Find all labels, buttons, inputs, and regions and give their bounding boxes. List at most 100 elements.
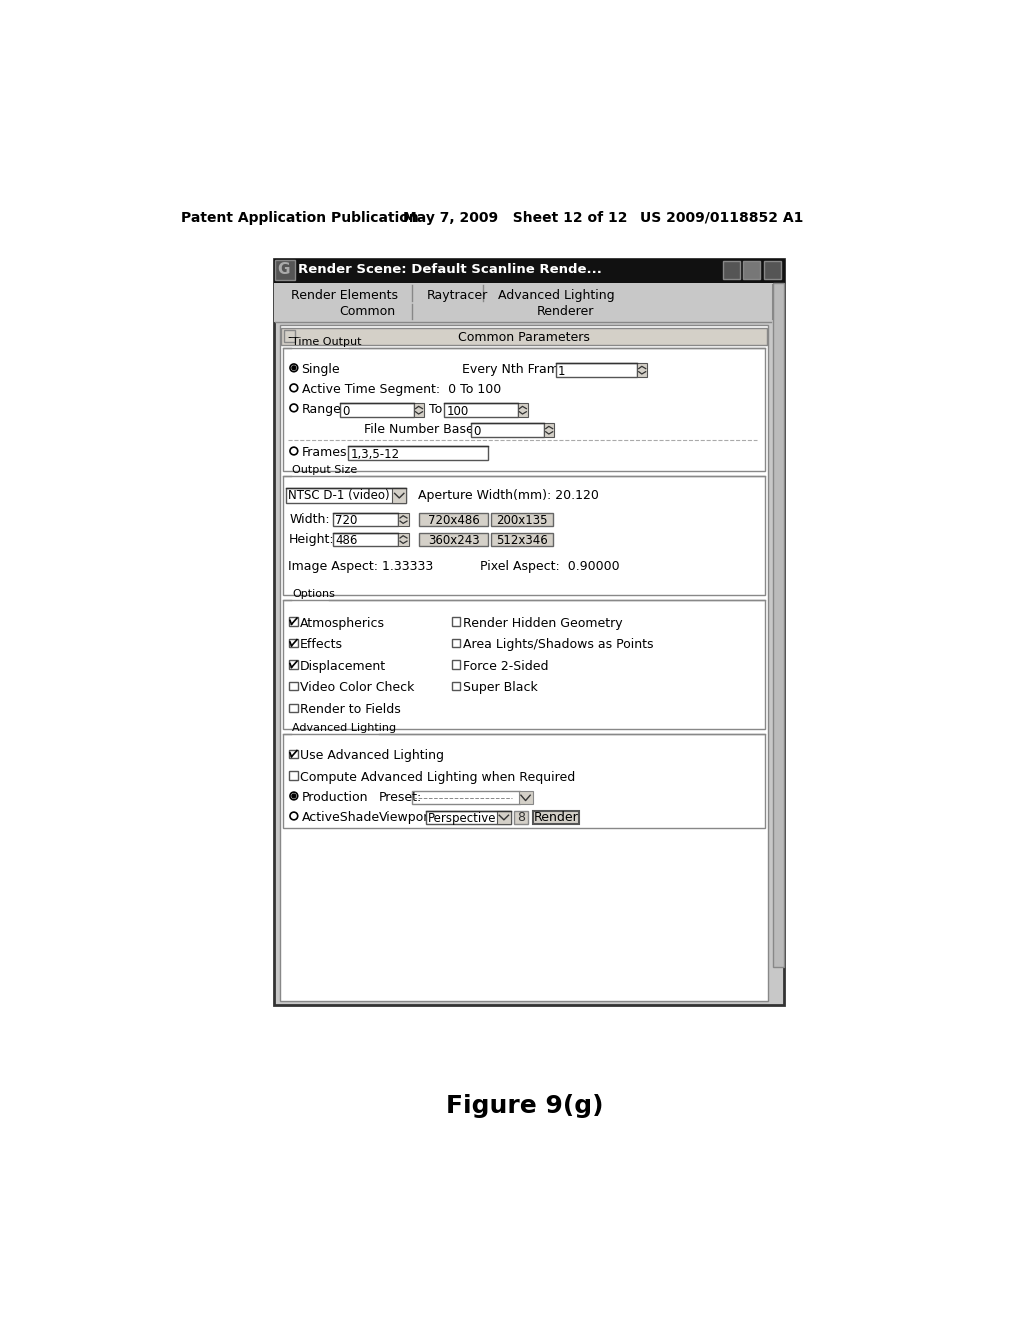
Text: Force 2-Sided: Force 2-Sided [463,660,548,673]
Text: Height:: Height: [289,533,335,545]
Bar [282,327,767,345]
Bar [497,810,511,825]
Bar [764,261,780,280]
Text: Super Black: Super Black [463,681,538,694]
Text: File Number Base:: File Number Base: [364,424,477,437]
Bar [637,363,647,378]
Text: Image Aspect: 1.33333: Image Aspect: 1.33333 [288,561,433,573]
Text: G: G [278,261,290,277]
Text: Advanced Lighting: Advanced Lighting [499,289,615,302]
Bar [471,424,544,437]
Text: Compute Advanced Lighting when Required: Compute Advanced Lighting when Required [300,771,575,784]
Text: Every Nth Frame:: Every Nth Frame: [462,363,571,376]
Text: 0: 0 [343,405,350,418]
Text: Pixel Aspect:  0.90000: Pixel Aspect: 0.90000 [480,561,620,573]
Bar [452,682,461,690]
Bar [426,810,511,825]
Bar [490,512,553,527]
Text: Production: Production [302,791,368,804]
Text: Active Time Segment:  0 To 100: Active Time Segment: 0 To 100 [302,383,501,396]
Text: Render Elements: Render Elements [291,289,397,302]
Text: Output Size: Output Size [292,465,357,475]
Text: Frames: Frames [302,446,347,459]
Bar [420,532,487,546]
Text: Single: Single [302,363,340,376]
Text: 720: 720 [335,515,357,527]
Text: Render to Fields: Render to Fields [300,702,400,715]
Text: US 2009/0118852 A1: US 2009/0118852 A1 [640,211,803,224]
Bar [398,532,409,546]
Bar [280,325,768,1001]
Text: 1: 1 [558,364,565,378]
Text: Viewport:: Viewport: [379,810,438,824]
Bar [544,424,554,437]
Bar [392,488,407,503]
Text: Figure 9(g): Figure 9(g) [446,1094,603,1118]
Bar [340,404,414,417]
Bar [490,532,553,546]
Bar [273,259,783,284]
Text: Patent Application Publication: Patent Application Publication [180,211,419,224]
Circle shape [292,795,296,797]
Text: Range:: Range: [302,404,346,416]
Bar [412,791,520,804]
Bar [289,750,298,758]
Text: Effects: Effects [300,638,343,651]
Bar [289,660,298,669]
Bar [283,475,765,595]
Text: To: To [429,404,442,416]
Text: Use Advanced Lighting: Use Advanced Lighting [300,748,444,762]
Text: 1,3,5-12: 1,3,5-12 [350,447,399,461]
Bar [518,791,532,804]
Bar [514,810,528,825]
Text: Area Lights/Shadows as Points: Area Lights/Shadows as Points [463,638,653,651]
Text: Displacement: Displacement [300,660,386,673]
Text: ActiveShade: ActiveShade [302,810,380,824]
Bar [444,404,518,417]
Bar [348,446,487,461]
Text: Common Parameters: Common Parameters [458,331,590,345]
Bar [289,771,298,780]
Bar [420,512,487,527]
Bar [283,734,765,828]
Text: May 7, 2009   Sheet 12 of 12: May 7, 2009 Sheet 12 of 12 [403,211,628,224]
Bar [289,704,298,711]
Text: Render: Render [534,810,579,824]
Text: Atmospherics: Atmospherics [300,616,385,630]
Bar [283,348,765,471]
Bar [773,284,783,966]
Bar [333,512,398,527]
Bar [532,810,579,825]
Circle shape [292,366,296,370]
Text: 512x346: 512x346 [496,535,548,548]
Bar [289,639,298,647]
Text: 8: 8 [517,812,525,825]
Text: -: - [287,331,292,345]
Text: 200x135: 200x135 [496,515,548,527]
Text: Advanced Lighting: Advanced Lighting [292,723,396,733]
Text: Options: Options [292,589,335,599]
Bar [333,532,398,546]
Bar [556,363,637,378]
Text: Width:: Width: [289,512,330,525]
Text: Video Color Check: Video Color Check [300,681,415,694]
Bar [273,259,783,1006]
Bar [284,330,295,342]
Text: Render Scene: Default Scanline Rende...: Render Scene: Default Scanline Rende... [299,263,602,276]
Text: 0: 0 [473,425,480,438]
Text: Time Output: Time Output [292,337,361,347]
Text: Raytracer: Raytracer [427,289,488,302]
Text: 100: 100 [446,405,469,418]
Text: 486: 486 [335,535,357,548]
Text: Renderer: Renderer [538,305,595,318]
Text: Render Hidden Geometry: Render Hidden Geometry [463,616,623,630]
Bar [398,512,409,527]
Text: 360x243: 360x243 [428,535,479,548]
Text: Perspective: Perspective [428,812,497,825]
Bar [275,260,295,280]
Text: Aperture Width(mm): 20.120: Aperture Width(mm): 20.120 [418,490,599,503]
Text: NTSC D-1 (video): NTSC D-1 (video) [289,490,390,503]
Bar [452,660,461,669]
Bar [414,404,424,417]
Text: Preset:: Preset: [379,791,422,804]
